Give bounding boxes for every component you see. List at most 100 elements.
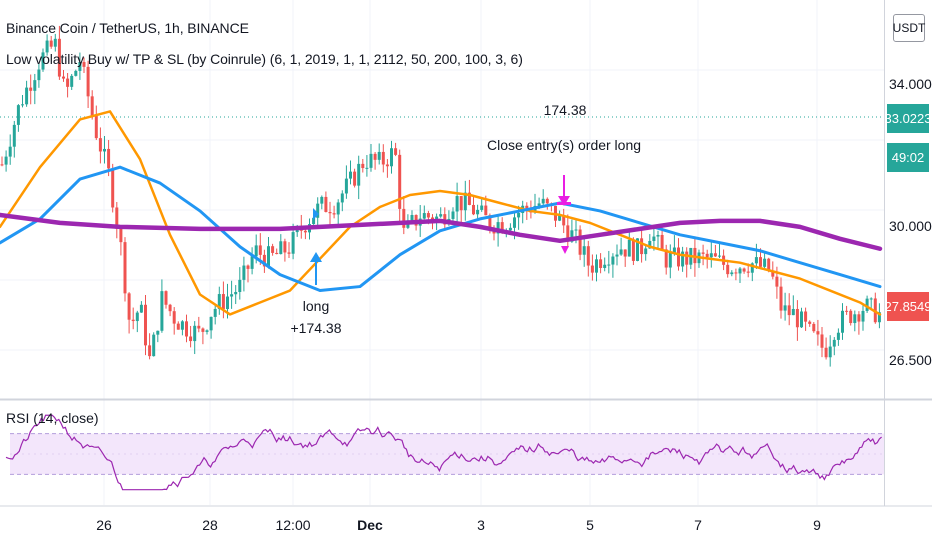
candle-body bbox=[119, 228, 123, 243]
candle-body bbox=[402, 208, 406, 228]
candle-body bbox=[476, 209, 480, 215]
candle-body bbox=[443, 214, 447, 225]
candle-body bbox=[275, 252, 279, 255]
candle-body bbox=[767, 258, 771, 271]
candle-body bbox=[107, 148, 111, 169]
candle-body bbox=[267, 246, 270, 267]
candle-body bbox=[574, 229, 578, 231]
candle-body bbox=[185, 321, 188, 337]
candle-body bbox=[180, 321, 184, 330]
candle-body bbox=[816, 331, 820, 335]
last-price-tag: 27.8549 bbox=[885, 292, 932, 321]
candle-body bbox=[336, 202, 340, 215]
rsi-legend[interactable]: RSI (14, close) bbox=[6, 410, 99, 426]
candle-body bbox=[344, 178, 348, 194]
candle-body bbox=[324, 196, 328, 213]
candle-body bbox=[750, 263, 754, 273]
candle-body bbox=[361, 163, 365, 169]
candle-body bbox=[123, 242, 127, 294]
candle-body bbox=[718, 255, 721, 257]
candle-body bbox=[103, 148, 106, 152]
candle-body bbox=[726, 264, 730, 275]
candle-body bbox=[209, 316, 213, 331]
candle-body bbox=[677, 247, 680, 267]
candle-body bbox=[398, 154, 402, 209]
candle-body bbox=[135, 312, 139, 322]
candle-body bbox=[562, 215, 566, 226]
long-entry-label: long bbox=[302, 298, 330, 314]
candle-body bbox=[127, 293, 131, 320]
candle-body bbox=[705, 253, 709, 258]
candle-body bbox=[156, 330, 160, 335]
trade-pnl-label: 174.38 bbox=[543, 102, 587, 118]
candle-body bbox=[730, 272, 734, 275]
candle-body bbox=[369, 153, 373, 168]
candle-body bbox=[795, 308, 799, 328]
candle-body bbox=[160, 291, 164, 331]
candle-body bbox=[271, 246, 275, 253]
candle-body bbox=[738, 268, 742, 274]
candle-body bbox=[86, 66, 90, 97]
candle-body bbox=[832, 339, 836, 347]
candle-body bbox=[139, 304, 143, 313]
candle-body bbox=[394, 148, 398, 155]
candle-body bbox=[217, 294, 221, 309]
candle-body bbox=[558, 215, 562, 221]
candle-body bbox=[619, 249, 623, 255]
candle-body bbox=[812, 323, 816, 332]
candle-body bbox=[221, 294, 225, 310]
symbol-title[interactable]: Binance Coin / TetherUS, 1h, BINANCE bbox=[6, 20, 249, 36]
candle-body bbox=[681, 251, 685, 267]
rsi-line bbox=[5, 414, 882, 491]
candle-body bbox=[545, 198, 549, 204]
candle-body bbox=[332, 213, 336, 215]
strategy-title[interactable]: Low volatility Buy w/ TP & SL (by Coinru… bbox=[6, 51, 523, 67]
candle-body bbox=[804, 311, 808, 322]
candle-body bbox=[390, 148, 393, 167]
candle-body bbox=[98, 138, 102, 152]
candle-body bbox=[172, 311, 176, 324]
candle-body bbox=[754, 257, 758, 264]
candle-body bbox=[836, 332, 840, 340]
candle-body bbox=[472, 204, 475, 215]
candle-body bbox=[144, 304, 147, 346]
entry-marker bbox=[313, 208, 319, 220]
candle-body bbox=[291, 232, 295, 254]
candle-body bbox=[213, 308, 217, 317]
candle-body bbox=[33, 80, 37, 91]
candle-body bbox=[148, 345, 152, 357]
candle-body bbox=[316, 203, 320, 218]
candle-body bbox=[53, 38, 57, 47]
candle-body bbox=[578, 229, 582, 255]
candle-body bbox=[742, 268, 746, 272]
candle-body bbox=[242, 265, 246, 280]
exit-marker-bar bbox=[557, 202, 571, 205]
candle-body bbox=[656, 234, 660, 237]
candle-body bbox=[385, 164, 389, 167]
candle-body bbox=[664, 249, 668, 268]
candle-body bbox=[590, 265, 594, 273]
candle-body bbox=[168, 304, 172, 312]
candle-body bbox=[439, 214, 443, 217]
candle-body bbox=[349, 171, 352, 179]
candle-body bbox=[791, 308, 795, 316]
candle-body bbox=[62, 76, 65, 79]
candle-body bbox=[41, 52, 45, 70]
candle-body bbox=[869, 298, 873, 300]
candle-body bbox=[771, 270, 775, 277]
time-label-26: 26 bbox=[96, 517, 112, 533]
candle-body bbox=[467, 192, 471, 205]
candle-body bbox=[775, 276, 779, 287]
candle-body bbox=[66, 78, 70, 87]
currency-button[interactable]: USDT bbox=[893, 14, 925, 42]
candle-body bbox=[631, 239, 635, 261]
candle-body bbox=[410, 215, 414, 221]
candle-body bbox=[353, 171, 357, 186]
candle-body bbox=[254, 245, 258, 257]
candle-body bbox=[164, 291, 168, 305]
candle-body bbox=[4, 156, 8, 165]
candle-body bbox=[668, 252, 672, 268]
candle-body bbox=[455, 196, 459, 212]
